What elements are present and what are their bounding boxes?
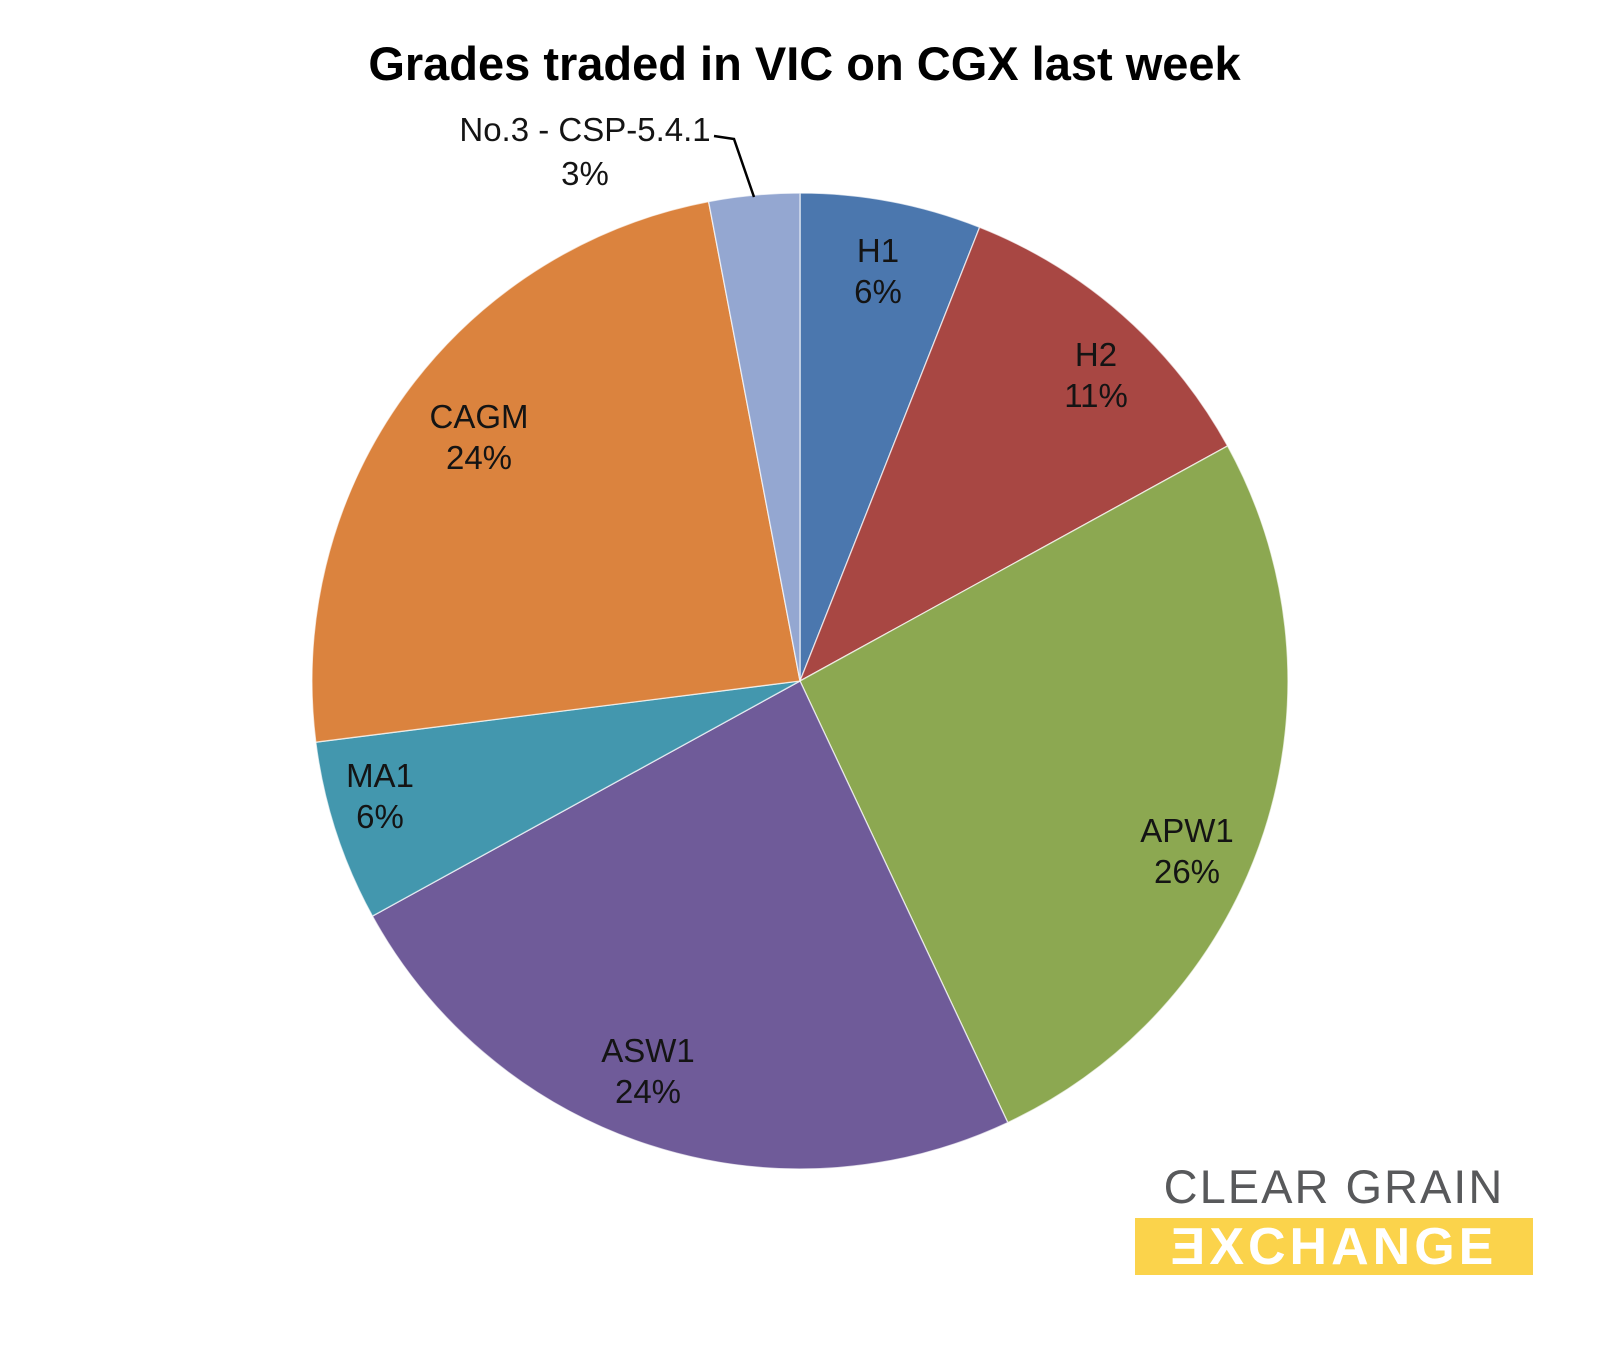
callout-label-name: No.3 - CSP-5.4.1	[459, 111, 711, 148]
slice-label-ma1: MA1 6%	[346, 755, 414, 837]
slice-label-percent: 26%	[1153, 853, 1221, 890]
callout-label-percent: 3%	[561, 155, 609, 192]
slice-label-percent: 6%	[854, 273, 902, 310]
pie-slice-h2	[798, 226, 1229, 683]
slice-label-cagm: CAGM 24%	[430, 396, 529, 478]
pie-slice-asw1	[371, 680, 1009, 1170]
slice-label-h1: H1 6%	[854, 230, 902, 312]
clear-grain-exchange-logo: CLEAR GRAIN ƎXCHANGE	[1135, 1160, 1533, 1276]
pie-slice-cagm	[311, 200, 801, 743]
callout-leader-line	[713, 134, 756, 198]
slice-label-name: APW1	[1140, 812, 1234, 849]
logo-text-exchange: ƎXCHANGE	[1135, 1218, 1533, 1276]
slice-label-name: ASW1	[601, 1032, 695, 1069]
chart-title: Grades traded in VIC on CGX last week	[368, 37, 1241, 90]
pie-slices	[311, 192, 1289, 1170]
slice-label-h2: H2 11%	[1064, 334, 1128, 416]
slice-label-name: H2	[1074, 336, 1118, 373]
slice-label-percent: 24%	[445, 439, 513, 476]
callout-label: No.3 - CSP-5.4.1 3%	[400, 108, 770, 196]
slice-label-name: H1	[856, 232, 900, 269]
pie-slice-apw1	[799, 445, 1289, 1124]
slice-label-percent: 6%	[356, 798, 404, 835]
slice-label-percent: 24%	[614, 1073, 682, 1110]
slice-label-name: CAGM	[429, 398, 529, 435]
slice-label-asw1: ASW1 24%	[601, 1030, 695, 1112]
pie-slice-ma1	[315, 680, 801, 917]
slice-label-name: MA1	[346, 757, 414, 794]
slice-label-apw1: APW1 26%	[1140, 810, 1234, 892]
logo-text-clear-grain: CLEAR GRAIN	[1163, 1160, 1505, 1213]
pie-slice-h1	[799, 192, 981, 682]
slice-label-percent: 11%	[1064, 377, 1128, 414]
